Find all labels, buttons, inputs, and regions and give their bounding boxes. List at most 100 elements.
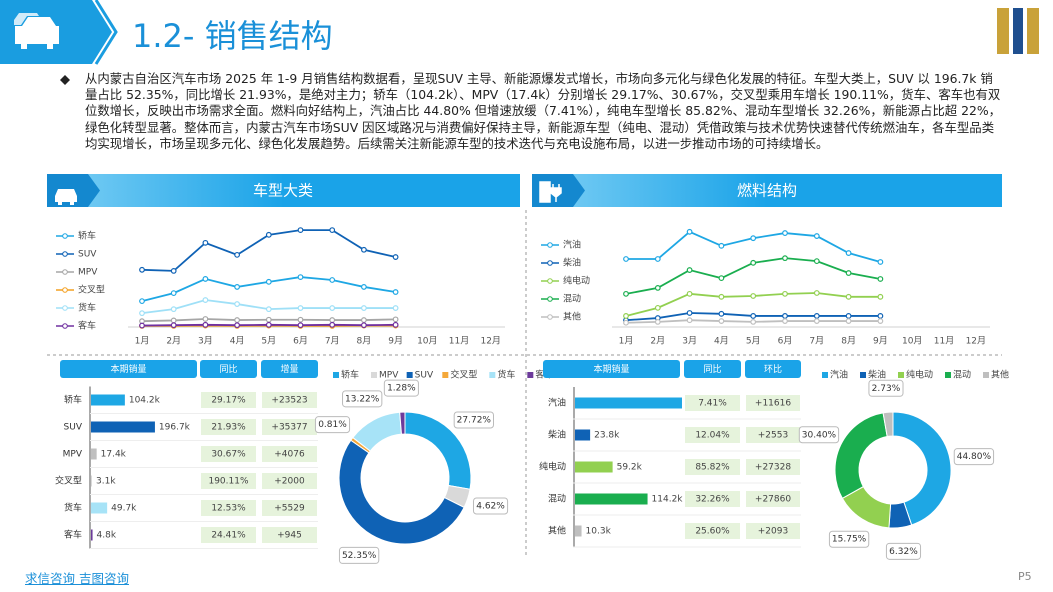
point xyxy=(170,290,177,297)
point xyxy=(877,313,884,319)
point xyxy=(813,318,820,324)
yoy-cell: 12.53% xyxy=(211,504,246,514)
yoy-cell: 190.11% xyxy=(208,477,248,487)
x-tick-label: 1月 xyxy=(135,336,150,347)
x-tick-label: 11月 xyxy=(934,336,954,347)
point xyxy=(170,306,177,313)
x-tick-label: 7月 xyxy=(809,336,824,347)
x-tick-label: 12月 xyxy=(966,336,986,347)
point xyxy=(686,317,693,324)
label-box xyxy=(868,379,904,397)
bar xyxy=(575,525,582,537)
point xyxy=(265,321,272,328)
bar-label: 59.2k xyxy=(617,463,643,473)
panel-title: 车型大类 xyxy=(253,182,313,200)
x-tick-label: 9月 xyxy=(873,336,888,347)
legend-swatch xyxy=(945,372,951,378)
legend-swatch xyxy=(62,269,68,275)
table-header xyxy=(543,360,680,378)
slice-label: 15.75% xyxy=(832,535,867,545)
legend-label: SUV xyxy=(78,250,97,260)
point xyxy=(623,313,629,319)
x-tick-label: 9月 xyxy=(388,336,403,347)
cell xyxy=(746,491,800,507)
legend-label: SUV xyxy=(415,371,434,381)
label-box xyxy=(453,411,494,429)
cell xyxy=(685,427,740,443)
legend-label: 轿车 xyxy=(341,369,359,381)
slice-label: 1.28% xyxy=(387,384,416,394)
x-tick-label: 11月 xyxy=(449,336,469,347)
label-box xyxy=(383,379,419,397)
x-tick-label: 3月 xyxy=(682,336,697,347)
legend-swatch xyxy=(62,305,68,311)
point xyxy=(654,256,661,262)
legend-swatch xyxy=(62,233,68,239)
point xyxy=(392,305,399,311)
bar xyxy=(575,461,613,473)
legend-swatch xyxy=(547,260,553,266)
point xyxy=(297,305,304,311)
row-label: SUV xyxy=(64,423,83,433)
change-cell: +5529 xyxy=(274,504,305,514)
bar-label: 49.7k xyxy=(111,504,137,514)
point xyxy=(750,259,757,266)
bar xyxy=(91,529,93,541)
x-tick-label: 10月 xyxy=(902,336,922,347)
point xyxy=(623,319,629,326)
legend-label: 其他 xyxy=(563,311,581,323)
x-tick-label: 8月 xyxy=(357,336,372,347)
bar-label: 10.3k xyxy=(586,527,612,537)
page-number: P5 xyxy=(1018,570,1032,583)
cell xyxy=(201,527,256,543)
point xyxy=(329,317,336,323)
point xyxy=(170,268,177,274)
label-box xyxy=(338,546,380,564)
point xyxy=(813,290,820,296)
car-icon xyxy=(14,13,59,49)
slice-label: 0.81% xyxy=(318,420,347,430)
legend-label: 混动 xyxy=(563,294,581,305)
point xyxy=(782,313,788,319)
legend-label: 货车 xyxy=(78,302,96,314)
point xyxy=(234,322,241,329)
legend-label: 其他 xyxy=(991,369,1009,381)
label-box xyxy=(472,497,509,515)
donut-slice xyxy=(882,411,894,438)
point xyxy=(202,276,209,282)
point xyxy=(654,285,661,291)
bar xyxy=(575,493,648,505)
point xyxy=(750,293,757,299)
point xyxy=(170,322,177,329)
point xyxy=(139,266,145,273)
legend-swatch xyxy=(898,372,904,378)
legend-swatch xyxy=(62,251,68,257)
header-chevron xyxy=(94,0,118,65)
legend-swatch xyxy=(442,372,449,378)
yoy-cell: 12.04% xyxy=(695,431,730,441)
bar-label: 4.8k xyxy=(97,531,117,541)
label-box xyxy=(828,530,870,548)
point xyxy=(750,319,757,325)
x-tick-label: 7月 xyxy=(325,336,340,347)
bar-label: 196.7k xyxy=(159,423,191,433)
legend-swatch xyxy=(860,372,866,378)
point xyxy=(782,255,788,262)
point xyxy=(265,278,272,285)
bar-label: 23.8k xyxy=(594,431,620,441)
row-label: 轿车 xyxy=(64,394,82,406)
legend-swatch xyxy=(983,372,989,378)
point xyxy=(782,290,788,297)
bar-label: 17.4k xyxy=(101,450,127,460)
label-box xyxy=(953,448,995,466)
point xyxy=(877,276,884,282)
footer-source: 求信咨询 吉图咨询 xyxy=(25,571,129,586)
yoy-cell: 25.60% xyxy=(695,527,730,537)
point xyxy=(750,313,757,319)
bar-label: 114.2k xyxy=(652,495,684,505)
x-tick-label: 4月 xyxy=(714,336,729,347)
point xyxy=(297,316,304,323)
row-label: 其他 xyxy=(548,525,566,537)
cell xyxy=(746,459,800,475)
point xyxy=(845,293,852,300)
